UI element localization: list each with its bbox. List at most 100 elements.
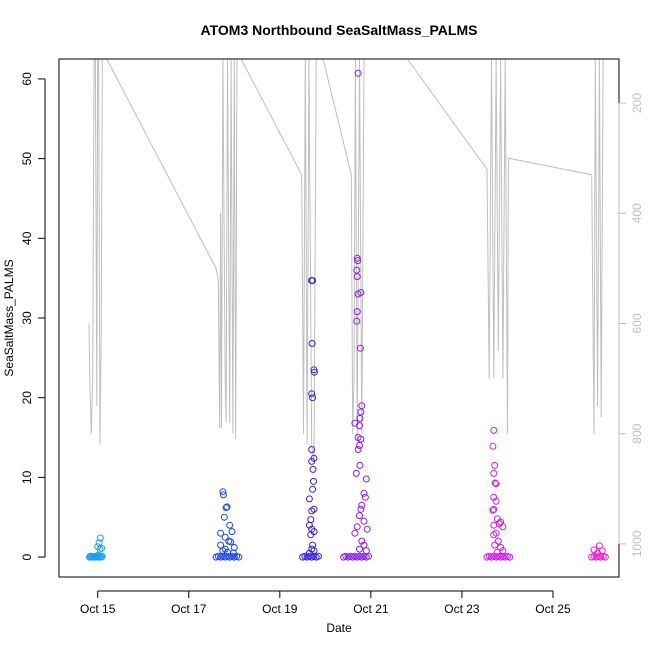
data-point xyxy=(361,493,369,501)
data-point xyxy=(356,414,364,422)
data-point xyxy=(309,465,317,473)
x-tick-label: Oct 17 xyxy=(171,602,207,616)
data-point xyxy=(354,69,362,77)
data-point xyxy=(310,366,318,374)
y-tick-label: 10 xyxy=(20,470,34,484)
data-point xyxy=(97,553,105,561)
data-point xyxy=(309,277,317,284)
data-point xyxy=(489,442,497,450)
y-axis-label: SeaSaltMass_PALMS xyxy=(2,259,16,376)
data-point xyxy=(357,435,365,443)
data-point xyxy=(356,344,364,352)
data-point xyxy=(308,507,316,515)
data-point xyxy=(219,491,227,499)
data-point xyxy=(228,528,236,536)
data-point xyxy=(220,513,228,521)
data-point xyxy=(222,504,230,512)
data-point xyxy=(310,368,318,376)
data-point xyxy=(490,426,498,434)
data-point xyxy=(354,446,362,453)
data-point xyxy=(490,469,498,477)
y-tick-label: 40 xyxy=(20,231,34,245)
y-tick-label: 20 xyxy=(20,391,34,405)
data-point xyxy=(356,545,363,553)
data-point xyxy=(309,485,317,493)
data-point xyxy=(96,552,104,560)
data-point xyxy=(357,289,365,296)
data-point xyxy=(499,523,507,531)
data-point xyxy=(223,503,231,511)
data-point xyxy=(308,340,316,347)
data-point xyxy=(226,521,234,529)
data-point xyxy=(95,539,103,547)
x-axis-label: Date xyxy=(326,621,352,635)
data-point xyxy=(354,257,362,265)
data-point xyxy=(305,521,313,529)
data-point xyxy=(363,525,371,533)
data-point xyxy=(362,547,370,555)
data-point xyxy=(490,531,498,539)
data-point xyxy=(358,501,366,509)
x-tick-label: Oct 19 xyxy=(262,602,298,616)
data-point xyxy=(601,553,609,561)
data-point xyxy=(491,541,499,549)
data-point xyxy=(491,461,499,469)
data-point xyxy=(490,493,498,501)
data-point xyxy=(308,446,316,453)
data-point xyxy=(357,505,365,513)
data-point xyxy=(221,533,229,541)
data-point xyxy=(96,534,104,542)
data-point xyxy=(494,537,502,545)
data-point xyxy=(360,489,368,497)
x-axis: Oct 15 Oct 17 Oct 19 Oct 21 Oct 23 Oct 25 xyxy=(80,590,571,616)
data-point xyxy=(221,545,229,553)
data-point xyxy=(217,529,225,537)
right-tick-label: 800 xyxy=(630,423,644,443)
data-point xyxy=(506,553,514,561)
data-point xyxy=(94,543,102,551)
x-tick-label: Oct 15 xyxy=(80,602,116,616)
data-point xyxy=(352,469,360,477)
data-point xyxy=(356,422,363,430)
chart-title: ATOM3 Northbound SeaSaltMass_PALMS xyxy=(201,22,478,38)
data-point xyxy=(353,523,361,531)
right-tick-label: 1000 xyxy=(630,530,644,557)
data-point xyxy=(493,548,501,556)
data-point xyxy=(356,512,363,520)
y-tick-label: 50 xyxy=(20,152,34,166)
data-point xyxy=(491,479,499,487)
y-axis: 0 10 20 30 40 50 60 xyxy=(20,72,46,560)
data-point xyxy=(98,544,106,552)
right-tick-label: 200 xyxy=(630,93,644,113)
data-points-layer xyxy=(86,69,609,561)
data-point xyxy=(308,457,316,465)
right-tick-label: 400 xyxy=(630,203,644,223)
data-point xyxy=(309,394,317,402)
x-tick-label: Oct 23 xyxy=(444,602,480,616)
data-point xyxy=(229,549,237,557)
y-tick-label: 30 xyxy=(20,311,34,325)
data-point xyxy=(307,531,315,539)
right-y-axis: 200 400 600 800 1000 xyxy=(618,93,644,557)
data-point xyxy=(362,475,370,483)
data-point xyxy=(356,461,364,469)
y-tick-label: 60 xyxy=(20,72,34,86)
data-point xyxy=(492,497,500,505)
data-point xyxy=(219,488,227,496)
data-point xyxy=(310,477,317,485)
data-point xyxy=(305,549,313,557)
x-tick-label: Oct 25 xyxy=(535,602,571,616)
data-point xyxy=(351,529,359,537)
data-point xyxy=(492,480,500,488)
x-tick-label: Oct 21 xyxy=(353,602,389,616)
data-point xyxy=(357,408,365,416)
right-tick-label: 600 xyxy=(630,313,644,333)
data-point xyxy=(305,495,313,503)
data-point xyxy=(227,538,235,546)
data-point xyxy=(490,505,498,513)
data-point xyxy=(353,317,361,325)
data-point xyxy=(356,442,363,449)
data-point xyxy=(235,553,243,561)
data-point xyxy=(489,506,497,514)
